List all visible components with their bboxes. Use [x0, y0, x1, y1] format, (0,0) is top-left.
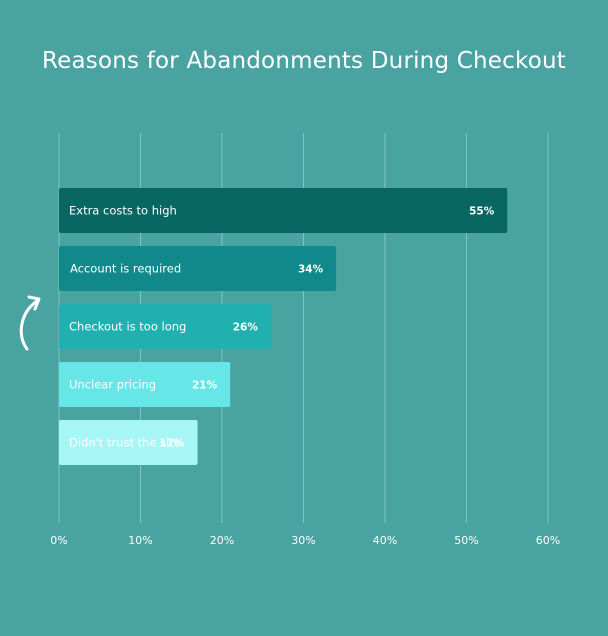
bar-value-label: 34% — [298, 264, 324, 276]
bar-value-label: 17% — [159, 438, 185, 450]
bar-category-label: Account is required — [70, 262, 181, 276]
bar — [59, 362, 231, 407]
bar — [59, 420, 198, 465]
curved-arrow-icon — [19, 295, 41, 351]
x-axis-ticks: 0% 10% 20% 30% 40% 50% 60% — [50, 534, 560, 547]
bars: Extra costs to high 55% Account is require… — [59, 188, 508, 465]
bar-category-label: Checkout is too long — [69, 320, 186, 334]
bar-value-label: 21% — [192, 380, 218, 392]
bar-value-label: 55% — [469, 206, 495, 218]
bar — [59, 246, 337, 291]
bar-category-label: Unclear pricing — [69, 378, 156, 392]
x-tick-label: 40% — [373, 534, 397, 547]
x-tick-label: 50% — [454, 534, 478, 547]
bar — [59, 188, 508, 233]
x-tick-label: 60% — [536, 534, 560, 547]
bar-category-label: Extra costs to high — [69, 204, 177, 218]
x-tick-label: 0% — [50, 534, 67, 547]
bar — [59, 304, 271, 349]
x-tick-label: 30% — [291, 534, 315, 547]
bar-value-label: 26% — [233, 322, 259, 334]
x-tick-label: 20% — [210, 534, 234, 547]
bar-category-label: Didn't trust the site — [69, 436, 181, 450]
chart-title: Reasons for Abandonments During Checkout — [42, 48, 566, 74]
x-tick-label: 10% — [128, 534, 152, 547]
